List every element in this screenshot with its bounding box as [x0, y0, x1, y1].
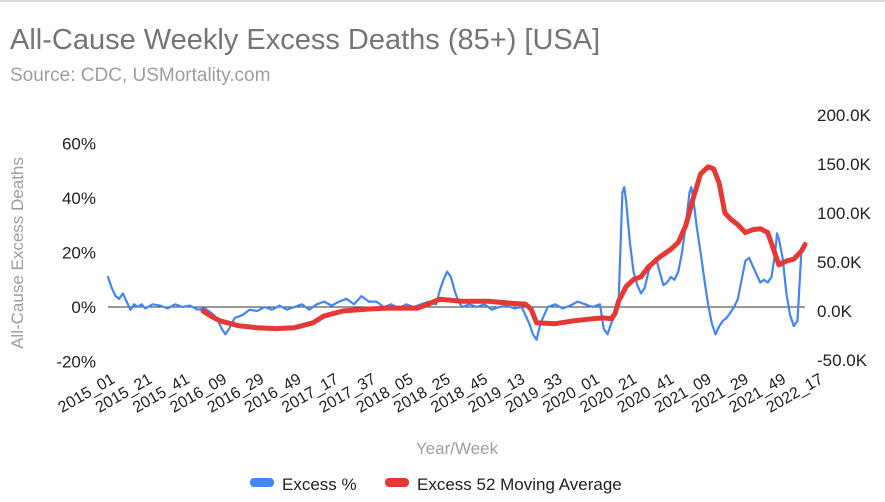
y-right-tick-label: 100.0K [817, 204, 872, 223]
legend: Excess % Excess 52 Moving Average [250, 475, 622, 494]
y-right-tick-label: 150.0K [817, 155, 872, 174]
y-left-tick-label: 20% [62, 244, 96, 263]
y-left-tick-label: -20% [56, 353, 96, 372]
y-right-tick-label: -50.0K [817, 351, 868, 370]
top-divider [0, 0, 885, 2]
y-right-tick-label: 0.0K [817, 302, 853, 321]
chart-subtitle: Source: CDC, USMortality.com [10, 65, 271, 86]
chart-title: All-Cause Weekly Excess Deaths (85+) [US… [10, 24, 601, 56]
x-axis-label: Year/Week [416, 439, 499, 458]
y-right-tick-label: 200.0K [817, 106, 872, 125]
y-axis-label: All-Cause Excess Deaths [8, 157, 27, 349]
legend-swatch-excess-pct [250, 478, 274, 487]
y-left-tick-label: 60% [62, 135, 96, 154]
y-left-tick-label: 0% [71, 298, 96, 317]
y-right-tick-label: 50.0K [817, 253, 862, 272]
legend-label-excess-pct: Excess % [282, 475, 357, 494]
legend-label-moving-average: Excess 52 Moving Average [417, 475, 622, 494]
moving-average-line [200, 164, 808, 332]
excess-pct-line [106, 186, 803, 341]
y-left-tick-label: 40% [62, 189, 96, 208]
legend-swatch-moving-average [385, 478, 409, 487]
